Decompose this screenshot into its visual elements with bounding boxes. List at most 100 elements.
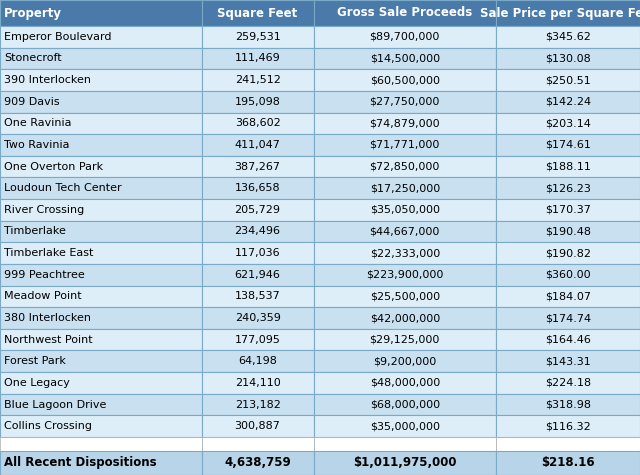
Text: $170.37: $170.37 — [545, 205, 591, 215]
Bar — [314, 178, 496, 199]
Text: $174.61: $174.61 — [545, 140, 591, 150]
Text: All Recent Dispositions: All Recent Dispositions — [4, 456, 156, 469]
Text: Property: Property — [4, 7, 62, 19]
Bar — [202, 113, 314, 134]
Text: 999 Peachtree: 999 Peachtree — [4, 270, 84, 280]
Text: $142.24: $142.24 — [545, 97, 591, 107]
Text: 111,469: 111,469 — [235, 54, 280, 64]
Bar — [496, 329, 640, 351]
Bar — [496, 0, 640, 26]
Text: $35,050,000: $35,050,000 — [370, 205, 440, 215]
Text: 213,182: 213,182 — [235, 399, 280, 409]
Text: $174.74: $174.74 — [545, 313, 591, 323]
Bar — [496, 394, 640, 415]
Text: 205,729: 205,729 — [235, 205, 280, 215]
Bar — [0, 113, 202, 134]
Bar — [0, 451, 202, 475]
Text: 136,658: 136,658 — [235, 183, 280, 193]
Bar — [496, 178, 640, 199]
Bar — [0, 437, 202, 451]
Text: 234,496: 234,496 — [235, 227, 280, 237]
Text: Blue Lagoon Drive: Blue Lagoon Drive — [4, 399, 106, 409]
Bar — [496, 242, 640, 264]
Text: $184.07: $184.07 — [545, 291, 591, 302]
Bar — [0, 242, 202, 264]
Bar — [202, 178, 314, 199]
Bar — [314, 329, 496, 351]
Bar — [314, 437, 496, 451]
Text: $9,200,000: $9,200,000 — [373, 356, 436, 366]
Bar — [202, 134, 314, 156]
Bar — [496, 351, 640, 372]
Text: $14,500,000: $14,500,000 — [370, 54, 440, 64]
Bar — [496, 451, 640, 475]
Bar — [496, 156, 640, 178]
Bar — [314, 156, 496, 178]
Text: $190.82: $190.82 — [545, 248, 591, 258]
Text: $223,900,000: $223,900,000 — [366, 270, 444, 280]
Text: $89,700,000: $89,700,000 — [370, 32, 440, 42]
Bar — [202, 156, 314, 178]
Bar — [202, 372, 314, 394]
Bar — [314, 69, 496, 91]
Bar — [202, 307, 314, 329]
Text: Stonecroft: Stonecroft — [4, 54, 61, 64]
Bar — [314, 285, 496, 307]
Text: Timberlake: Timberlake — [4, 227, 66, 237]
Text: Sale Price per Square Feet: Sale Price per Square Feet — [479, 7, 640, 19]
Bar — [0, 307, 202, 329]
Bar — [0, 415, 202, 437]
Text: 240,359: 240,359 — [235, 313, 280, 323]
Text: Emperor Boulevard: Emperor Boulevard — [4, 32, 111, 42]
Bar — [202, 91, 314, 113]
Text: $224.18: $224.18 — [545, 378, 591, 388]
Text: 138,537: 138,537 — [235, 291, 280, 302]
Bar — [314, 451, 496, 475]
Bar — [314, 91, 496, 113]
Text: $1,011,975,000: $1,011,975,000 — [353, 456, 456, 469]
Text: $126.23: $126.23 — [545, 183, 591, 193]
Text: $164.46: $164.46 — [545, 335, 591, 345]
Text: 195,098: 195,098 — [235, 97, 280, 107]
Text: $250.51: $250.51 — [545, 75, 591, 85]
Text: $44,667,000: $44,667,000 — [370, 227, 440, 237]
Bar — [314, 242, 496, 264]
Bar — [202, 351, 314, 372]
Bar — [202, 394, 314, 415]
Bar — [0, 199, 202, 221]
Bar — [202, 199, 314, 221]
Text: Square Feet: Square Feet — [218, 7, 298, 19]
Bar — [496, 437, 640, 451]
Bar — [314, 264, 496, 285]
Bar — [496, 69, 640, 91]
Text: $72,850,000: $72,850,000 — [370, 162, 440, 171]
Text: $71,771,000: $71,771,000 — [370, 140, 440, 150]
Text: 117,036: 117,036 — [235, 248, 280, 258]
Text: 387,267: 387,267 — [235, 162, 280, 171]
Bar — [496, 48, 640, 69]
Bar — [0, 134, 202, 156]
Text: $22,333,000: $22,333,000 — [370, 248, 440, 258]
Text: $130.08: $130.08 — [545, 54, 591, 64]
Bar — [0, 329, 202, 351]
Bar — [314, 113, 496, 134]
Text: One Ravinia: One Ravinia — [4, 118, 71, 128]
Bar — [314, 394, 496, 415]
Text: $17,250,000: $17,250,000 — [370, 183, 440, 193]
Text: Meadow Point: Meadow Point — [4, 291, 81, 302]
Text: $318.98: $318.98 — [545, 399, 591, 409]
Bar — [0, 264, 202, 285]
Text: River Crossing: River Crossing — [4, 205, 84, 215]
Bar — [496, 199, 640, 221]
Text: $48,000,000: $48,000,000 — [370, 378, 440, 388]
Bar — [496, 372, 640, 394]
Text: 259,531: 259,531 — [235, 32, 280, 42]
Text: 4,638,759: 4,638,759 — [224, 456, 291, 469]
Text: 909 Davis: 909 Davis — [4, 97, 60, 107]
Text: 411,047: 411,047 — [235, 140, 280, 150]
Text: Northwest Point: Northwest Point — [4, 335, 92, 345]
Bar — [314, 415, 496, 437]
Bar — [202, 69, 314, 91]
Text: One Legacy: One Legacy — [4, 378, 70, 388]
Text: 368,602: 368,602 — [235, 118, 280, 128]
